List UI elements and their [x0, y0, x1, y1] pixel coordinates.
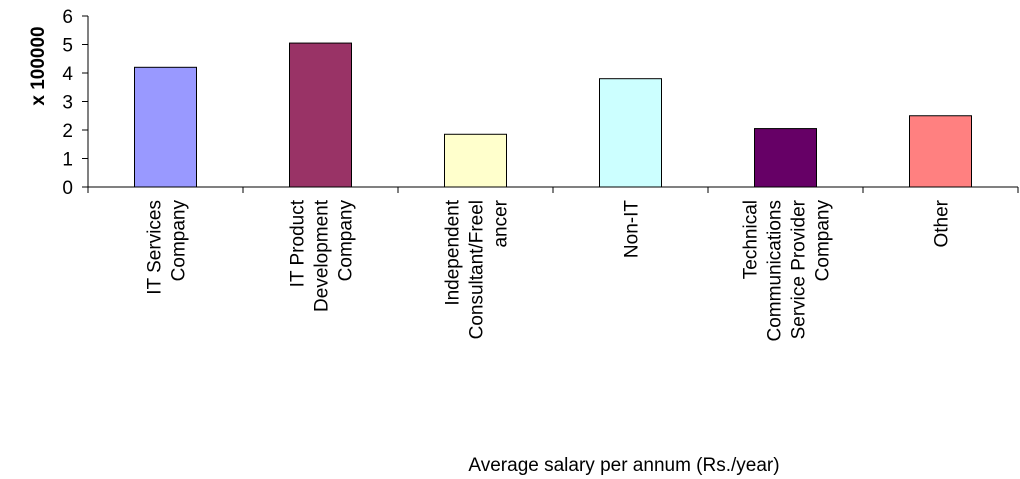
y-tick-label: 4: [62, 64, 73, 85]
bar: [754, 128, 817, 188]
bar: [134, 66, 197, 188]
x-category-label: Technical Communications Service Provider C…: [741, 199, 834, 341]
x-category-label-line: IT Product: [288, 199, 309, 287]
x-category-label-text: IT Services Company: [145, 200, 190, 295]
x-category-label-line: Non-IT: [622, 200, 643, 258]
x-category-label: Other: [932, 199, 953, 247]
x-category-label: Independent Consultant/Freel ancer: [443, 199, 512, 339]
y-tick-label: 2: [62, 121, 73, 142]
x-category-label: IT Services Company: [145, 200, 190, 295]
y-axis-title: x 100000: [28, 26, 49, 105]
y-tick-label: 0: [62, 178, 73, 199]
x-category-label-line: Company: [336, 200, 357, 282]
y-tick-label: 3: [62, 93, 73, 114]
x-category-labels: IT Services Company IT Product Development C…: [145, 199, 953, 341]
x-category-label-line: IT Services: [145, 200, 166, 295]
x-category-label-line: Communications: [765, 200, 786, 342]
x-category-label-line: Development: [312, 199, 333, 312]
bar: [444, 133, 507, 188]
x-axis-title: Average salary per annum (Rs./year): [468, 455, 779, 476]
x-category-label-line: ancer: [491, 199, 512, 247]
y-tick-label: 5: [62, 36, 73, 57]
x-category-label-line: Technical: [741, 200, 762, 279]
x-category-label-line: Company: [813, 200, 834, 282]
x-category-label: Non-IT: [622, 200, 643, 258]
x-category-label-line: Company: [169, 200, 190, 282]
x-category-label-line: Independent: [443, 199, 464, 305]
chart-bars: [134, 42, 972, 188]
x-category-label: IT Product Development Company: [288, 199, 357, 312]
x-category-label-text: Non-IT: [622, 200, 643, 258]
x-category-label-line: Service Provider: [789, 199, 810, 339]
x-category-label-text: Other: [932, 199, 953, 247]
x-category-label-text: IT Product Development Company: [288, 199, 357, 312]
bar: [599, 78, 662, 188]
bar: [289, 42, 352, 188]
y-tick-labels: 0 1 2 3 4 5 6: [62, 7, 73, 199]
x-category-label-line: Consultant/Freel: [467, 200, 488, 339]
bar: [909, 115, 972, 188]
x-category-label-text: Technical Communications Service Provider C…: [741, 199, 834, 341]
chart-axes: [82, 15, 1019, 193]
y-tick-label: 6: [62, 7, 73, 28]
x-category-label-line: Other: [932, 199, 953, 247]
y-tick-label: 1: [62, 150, 73, 171]
x-category-label-text: Independent Consultant/Freel ancer: [443, 199, 512, 339]
